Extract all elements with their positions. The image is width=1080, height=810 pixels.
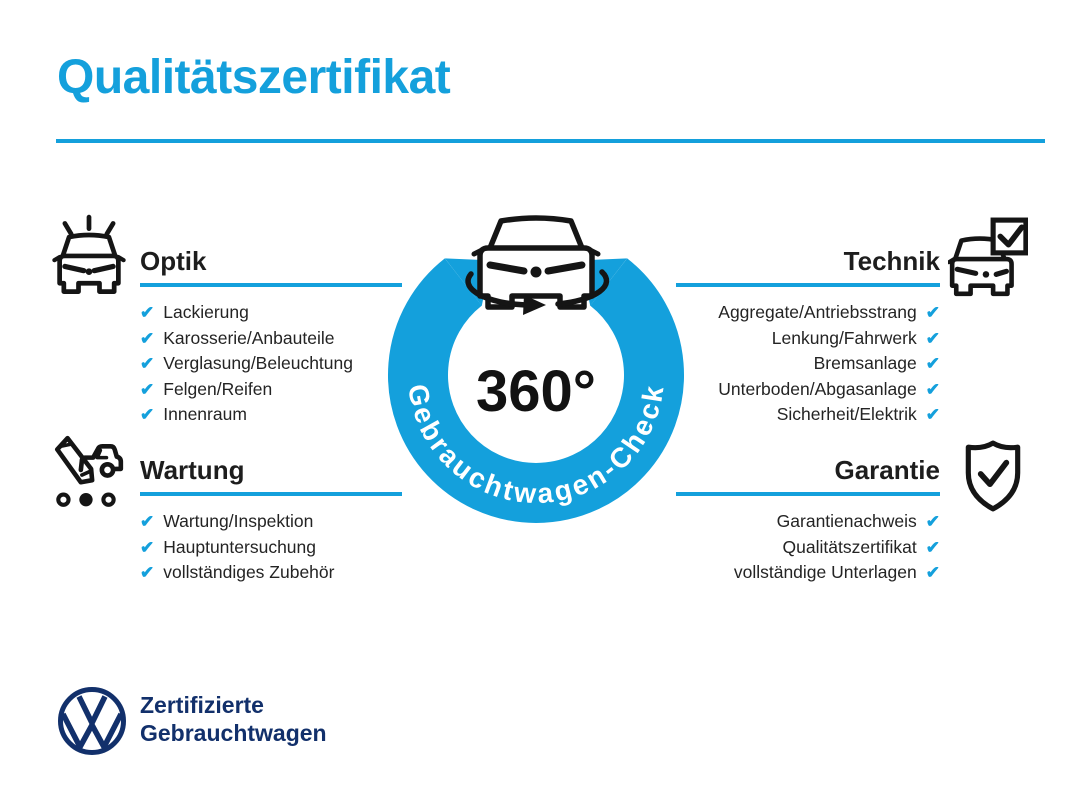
section-title: Optik [140, 246, 207, 276]
check-icon: ✔ [140, 512, 155, 531]
brand-line-1: Zertifizierte [140, 692, 264, 718]
list-item: vollständige Unterlagen ✔ [676, 560, 940, 586]
section-title: Technik [843, 246, 940, 276]
center-360-ring: Gebrauchtwagen-Check 360° [388, 215, 684, 523]
list-item-label: vollständiges Zubehör [163, 562, 335, 583]
check-icon: ✔ [925, 303, 940, 322]
list-item: Bremsanlage ✔ [676, 351, 940, 377]
section-technik: Technik Aggregate/Antriebsstrang ✔ Lenkun… [676, 246, 940, 428]
section-wartung: Wartung ✔ Wartung/Inspektion ✔ Hauptunters… [140, 455, 402, 586]
list-item-label: Hauptuntersuchung [163, 536, 316, 557]
section-garantie: Garantie Garantienachweis ✔ Qualitätszert… [676, 455, 940, 586]
check-icon: ✔ [925, 512, 940, 531]
checklist-wartung: ✔ Wartung/Inspektion ✔ Hauptuntersuchung ✔… [140, 509, 402, 586]
list-item: ✔ Wartung/Inspektion [140, 509, 402, 535]
car-checkbox-icon [948, 217, 1028, 297]
check-icon: ✔ [140, 563, 155, 583]
check-icon: ✔ [140, 405, 155, 425]
header-divider [56, 139, 1045, 143]
degrees-label: 360° [476, 359, 596, 424]
checklist-optik: ✔ Lackierung ✔ Karosserie/Anbauteile ✔ Verg… [140, 300, 402, 428]
pencil-car-checklist-icon [54, 435, 124, 507]
section-underline [140, 283, 402, 287]
check-icon: ✔ [140, 379, 155, 399]
check-icon: ✔ [140, 303, 155, 322]
list-item-label: Aggregate/Antriebsstrang [718, 302, 917, 322]
list-item: ✔ Verglasung/Beleuchtung [140, 351, 402, 377]
check-icon: ✔ [140, 328, 155, 348]
list-item-label: Wartung/Inspektion [163, 511, 314, 531]
section-optik: Optik ✔ Lackierung ✔ Karosserie/Anbauteile… [140, 246, 402, 428]
list-item-label: Lenkung/Fahrwerk [771, 327, 917, 348]
check-icon: ✔ [925, 563, 940, 583]
car-shine-icon [52, 214, 126, 294]
check-icon: ✔ [140, 537, 155, 557]
list-item: Unterboden/Abgasanlage ✔ [676, 377, 940, 403]
list-item-label: Felgen/Reifen [163, 378, 273, 399]
brand-line-2: Gebrauchtwagen [140, 720, 327, 746]
list-item-label: Bremsanlage [813, 353, 917, 374]
section-title: Garantie [834, 455, 941, 485]
checklist-technik: Aggregate/Antriebsstrang ✔ Lenkung/Fahrwe… [676, 300, 940, 428]
check-icon: ✔ [925, 405, 940, 425]
check-icon: ✔ [140, 354, 155, 374]
list-item-label: Qualitätszertifikat [782, 536, 917, 557]
list-item: ✔ Karosserie/Anbauteile [140, 326, 402, 352]
check-icon: ✔ [925, 379, 940, 399]
list-item-label: Innenraum [163, 404, 247, 425]
list-item-label: Karosserie/Anbauteile [163, 327, 335, 348]
brand-text: Zertifizierte Gebrauchtwagen [140, 691, 327, 747]
list-item: Qualitätszertifikat ✔ [676, 535, 940, 561]
check-icon: ✔ [925, 354, 940, 374]
ring-arc [388, 258, 684, 523]
section-underline [676, 283, 940, 287]
list-item-label: Verglasung/Beleuchtung [163, 353, 353, 374]
check-icon: ✔ [925, 537, 940, 557]
list-item-label: Garantienachweis [776, 511, 917, 531]
vw-logo [58, 687, 126, 755]
list-item: ✔ Innenraum [140, 402, 402, 428]
section-underline [676, 492, 940, 496]
list-item: Sicherheit/Elektrik ✔ [676, 402, 940, 428]
check-icon: ✔ [925, 328, 940, 348]
list-item-label: vollständige Unterlagen [733, 562, 917, 583]
list-item: Garantienachweis ✔ [676, 509, 940, 535]
list-item-label: Sicherheit/Elektrik [776, 404, 917, 425]
list-item-label: Unterboden/Abgasanlage [718, 378, 917, 399]
list-item: ✔ vollständiges Zubehör [140, 560, 402, 586]
section-title: Wartung [140, 455, 245, 485]
list-item: Aggregate/Antriebsstrang ✔ [676, 300, 940, 326]
car-360-rotate-icon [465, 215, 610, 315]
shield-check-icon [965, 440, 1021, 512]
section-underline [140, 492, 402, 496]
page-title: Qualitätszertifikat [57, 51, 451, 104]
list-item: ✔ Lackierung [140, 300, 402, 326]
list-item-label: Lackierung [163, 302, 249, 322]
list-item: ✔ Hauptuntersuchung [140, 535, 402, 561]
list-item: Lenkung/Fahrwerk ✔ [676, 326, 940, 352]
checklist-garantie: Garantienachweis ✔ Qualitätszertifikat ✔ v… [676, 509, 940, 586]
list-item: ✔ Felgen/Reifen [140, 377, 402, 403]
